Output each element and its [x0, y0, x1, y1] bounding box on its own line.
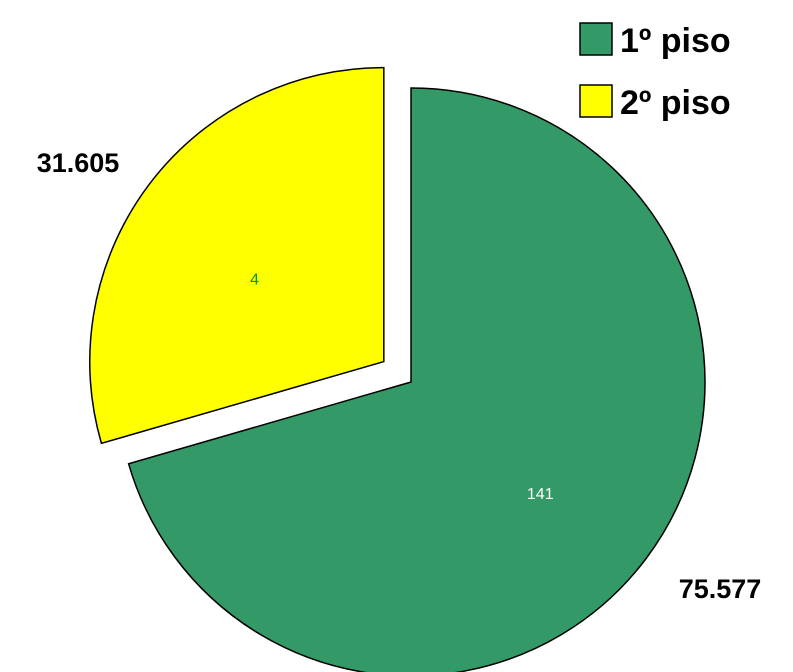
slice-value-label-1: 75.577 — [679, 574, 762, 604]
pie-slices — [89, 66, 706, 672]
legend: 1º piso 2º piso — [579, 22, 731, 122]
legend-swatch-2 — [579, 84, 613, 118]
pie-slice-1 — [127, 87, 706, 672]
slice-inner-label-2: 4 — [250, 271, 259, 288]
pie-inner-labels: 141 4 — [250, 271, 554, 503]
legend-swatch-1 — [579, 22, 613, 56]
pie-value-labels: 75.577 31.605 — [37, 148, 762, 604]
legend-label-2: 2º piso — [620, 84, 731, 122]
slice-inner-label-1: 141 — [527, 486, 554, 503]
legend-label-1: 1º piso — [620, 22, 731, 60]
slice-value-label-2: 31.605 — [37, 148, 120, 178]
pie-slice-2 — [89, 66, 385, 445]
legend-item-2: 2º piso — [579, 84, 731, 122]
legend-item-1: 1º piso — [579, 22, 731, 60]
